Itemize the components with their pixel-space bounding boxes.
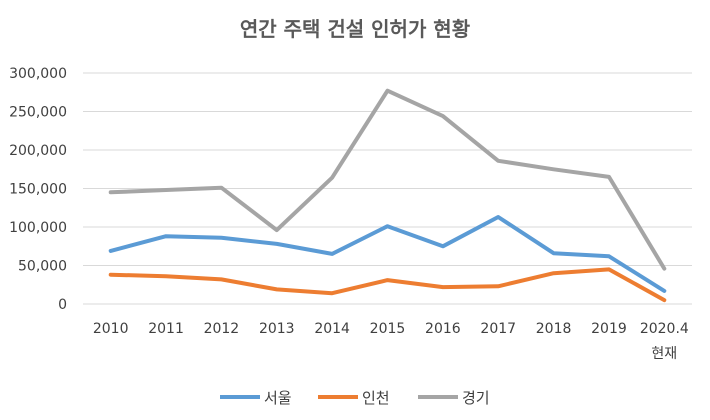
series-lines: [108, 88, 667, 303]
y-tick-label: 100,000: [9, 220, 67, 236]
series-line-인천: [108, 267, 667, 303]
x-tick-sublabel: 현재: [651, 346, 677, 362]
x-tick-label: 2013: [259, 321, 295, 337]
x-tick-label: 2017: [480, 321, 516, 337]
legend-label: 인천: [362, 389, 390, 407]
x-axis-tick-labels: 2010 2011 2012 2013 2014 2015 2016 2017 2018 2019…: [93, 321, 689, 362]
x-tick-label: 2016: [425, 321, 461, 337]
legend-label: 경기: [462, 389, 490, 407]
x-tick-label: 2019: [591, 321, 627, 337]
x-tick-label: 2020.4: [640, 321, 689, 337]
y-tick-label: 300,000: [9, 66, 67, 82]
series-line-서울: [108, 215, 667, 293]
y-tick-label: 200,000: [9, 143, 67, 159]
x-tick-label: 2018: [536, 321, 572, 337]
y-tick-label: 0: [58, 297, 67, 313]
series-line-경기: [108, 88, 667, 271]
y-tick-label: 250,000: [9, 105, 67, 121]
x-tick-label: 2011: [148, 321, 184, 337]
legend-label: 서울: [264, 389, 292, 407]
x-tick-label: 2010: [93, 321, 129, 337]
x-tick-label: 2015: [370, 321, 406, 337]
x-tick-label: 2014: [314, 321, 350, 337]
x-tick-label: 2012: [204, 321, 240, 337]
legend: 서울 인천 경기: [220, 389, 490, 407]
y-axis-tick-labels: 0 50,000 100,000 150,000 200,000 250,000 300,0…: [9, 66, 67, 313]
y-tick-label: 150,000: [9, 182, 67, 198]
y-tick-label: 50,000: [18, 259, 67, 275]
chart-title: 연간 주택 건설 인허가 현황: [240, 17, 471, 41]
